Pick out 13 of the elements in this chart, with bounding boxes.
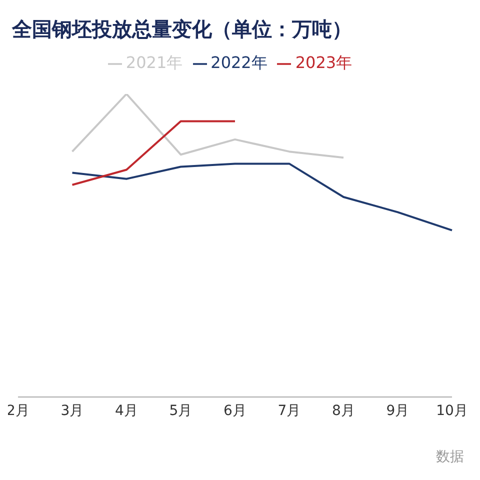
x-tick-label: 4月 (115, 402, 138, 419)
text: 数据 (436, 448, 464, 466)
x-tick-label: 8月 (332, 402, 355, 419)
x-tick-label: 3月 (60, 402, 84, 419)
x-tick-label: 2月 (6, 402, 30, 419)
x-tick-label: 5月 (169, 402, 192, 419)
x-tick-label: 6月 (224, 402, 246, 419)
legend-label: 2022年 (210, 53, 268, 72)
chart-title: 全国钢坯投放总量变化（单位：万吨） (10, 16, 353, 43)
x-tick-label: 7月 (278, 402, 301, 419)
legend-label: 2023年 (295, 53, 352, 72)
x-tick-label: 10月 (436, 402, 468, 419)
x-tick-label: 9月 (386, 402, 410, 419)
